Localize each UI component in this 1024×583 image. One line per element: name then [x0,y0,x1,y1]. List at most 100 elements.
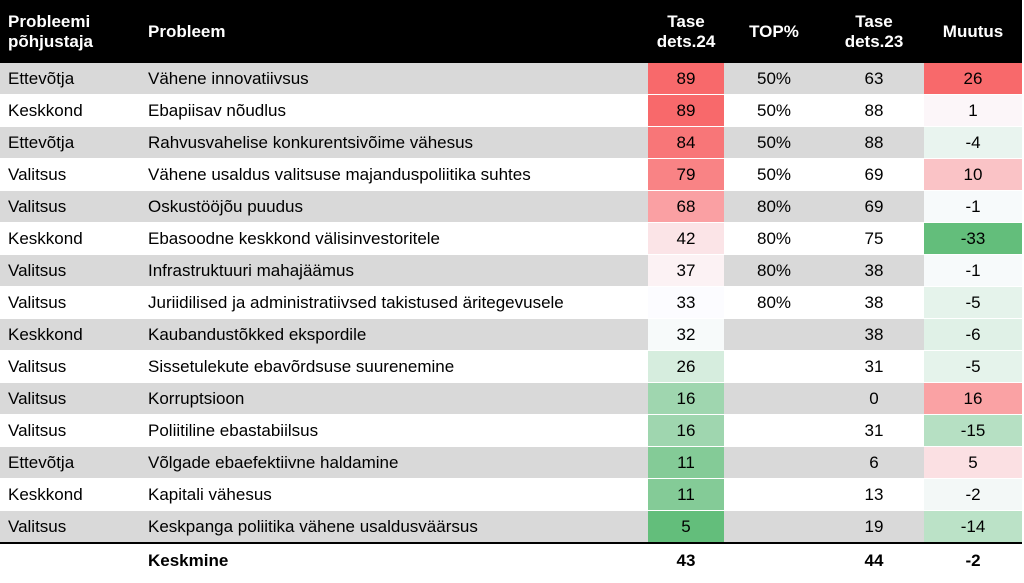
table-row: Valitsus Korruptsioon 16 0 16 [0,382,1022,415]
cell-level24: 68 [648,190,724,223]
footer-level23: 44 [824,542,924,577]
cell-level24: 33 [648,286,724,319]
table-row: Valitsus Juriidilised ja administratiivse… [0,286,1022,319]
cell-cause: Valitsus [0,414,140,447]
cell-problem: Infrastruktuuri mahajäämus [140,254,648,287]
cell-level24: 89 [648,94,724,127]
cell-level23: 69 [824,158,924,191]
cell-problem: Oskustööjõu puudus [140,190,648,223]
table-row: Keskkond Ebasoodne keskkond välisinvestor… [0,222,1022,255]
cell-level24: 84 [648,126,724,159]
cell-cause: Keskkond [0,222,140,255]
cell-cause: Ettevõtja [0,63,140,95]
cell-cause: Ettevõtja [0,126,140,159]
cell-level24: 37 [648,254,724,287]
cell-cause: Valitsus [0,254,140,287]
cell-problem: Juriidilised ja administratiivsed takist… [140,286,648,319]
cell-change: -14 [924,510,1022,544]
cell-level23: 63 [824,63,924,95]
cell-level23: 31 [824,350,924,383]
cell-change: -33 [924,222,1022,255]
cell-level24: 5 [648,510,724,544]
cell-top [724,414,824,447]
cell-cause: Valitsus [0,382,140,415]
table-row: Valitsus Poliitiline ebastabiilsus 16 31 -15 [0,414,1022,447]
cell-change: -5 [924,350,1022,383]
cell-problem: Ebasoodne keskkond välisinvestoritele [140,222,648,255]
cell-cause: Keskkond [0,318,140,351]
header-row: Probleemi põhjustaja Probleem Tase dets.24… [0,0,1022,63]
cell-top [724,478,824,511]
cell-change: -6 [924,318,1022,351]
cell-level23: 0 [824,382,924,415]
cell-cause: Keskkond [0,478,140,511]
cell-level24: 26 [648,350,724,383]
header-cause: Probleemi põhjustaja [0,0,140,63]
cell-change: 1 [924,94,1022,127]
footer-change: -2 [924,542,1022,577]
cell-top: 80% [724,222,824,255]
table-row: Valitsus Infrastruktuuri mahajäämus 37 80% 3… [0,254,1022,287]
cell-top: 50% [724,126,824,159]
cell-change: -4 [924,126,1022,159]
table-row: Ettevõtja Võlgade ebaefektiivne haldamine… [0,446,1022,479]
cell-level24: 42 [648,222,724,255]
cell-top [724,446,824,479]
footer-top [724,542,824,577]
cell-change: 10 [924,158,1022,191]
cell-level24: 16 [648,382,724,415]
cell-problem: Poliitiline ebastabiilsus [140,414,648,447]
header-change: Muutus [924,0,1022,63]
table-row: Valitsus Sissetulekute ebavõrdsuse suuren… [0,350,1022,383]
cell-level24: 79 [648,158,724,191]
cell-change: -1 [924,190,1022,223]
cell-level23: 88 [824,126,924,159]
header-level23: Tase dets.23 [824,0,924,63]
footer-label: Keskmine [140,542,648,577]
cell-problem: Vähene usaldus valitsuse majanduspoliiti… [140,158,648,191]
cell-cause: Keskkond [0,94,140,127]
cell-problem: Keskpanga poliitika vähene usaldusväärsu… [140,510,648,544]
cell-problem: Korruptsioon [140,382,648,415]
header-problem: Probleem [140,0,648,63]
table-body: Ettevõtja Vähene innovatiivsus 89 50% 63 26 Ke… [0,63,1022,544]
cell-level23: 6 [824,446,924,479]
cell-level24: 32 [648,318,724,351]
cell-cause: Valitsus [0,350,140,383]
table-row: Valitsus Vähene usaldus valitsuse majandu… [0,158,1022,191]
cell-cause: Valitsus [0,510,140,544]
cell-change: -2 [924,478,1022,511]
cell-change: -1 [924,254,1022,287]
cell-top [724,510,824,544]
cell-top [724,318,824,351]
cell-top: 50% [724,94,824,127]
cell-top: 80% [724,190,824,223]
cell-problem: Vähene innovatiivsus [140,63,648,95]
cell-top [724,382,824,415]
cell-problem: Kaubandustõkked ekspordile [140,318,648,351]
header-top: TOP% [724,0,824,63]
cell-change: 16 [924,382,1022,415]
cell-cause: Valitsus [0,286,140,319]
cell-change: 26 [924,63,1022,95]
cell-level24: 11 [648,478,724,511]
cell-level23: 19 [824,510,924,544]
cell-top: 80% [724,286,824,319]
cell-level23: 13 [824,478,924,511]
cell-cause: Valitsus [0,190,140,223]
table-row: Ettevõtja Rahvusvahelise konkurentsivõime… [0,126,1022,159]
cell-problem: Kapitali vähesus [140,478,648,511]
cell-level23: 69 [824,190,924,223]
cell-problem: Sissetulekute ebavõrdsuse suurenemine [140,350,648,383]
cell-change: -15 [924,414,1022,447]
table-row: Valitsus Keskpanga poliitika vähene usald… [0,510,1022,544]
footer-cause [0,542,140,577]
cell-level23: 75 [824,222,924,255]
cell-level24: 89 [648,63,724,95]
cell-level23: 38 [824,318,924,351]
cell-level23: 88 [824,94,924,127]
cell-level24: 11 [648,446,724,479]
cell-level23: 38 [824,254,924,287]
cell-level24: 16 [648,414,724,447]
